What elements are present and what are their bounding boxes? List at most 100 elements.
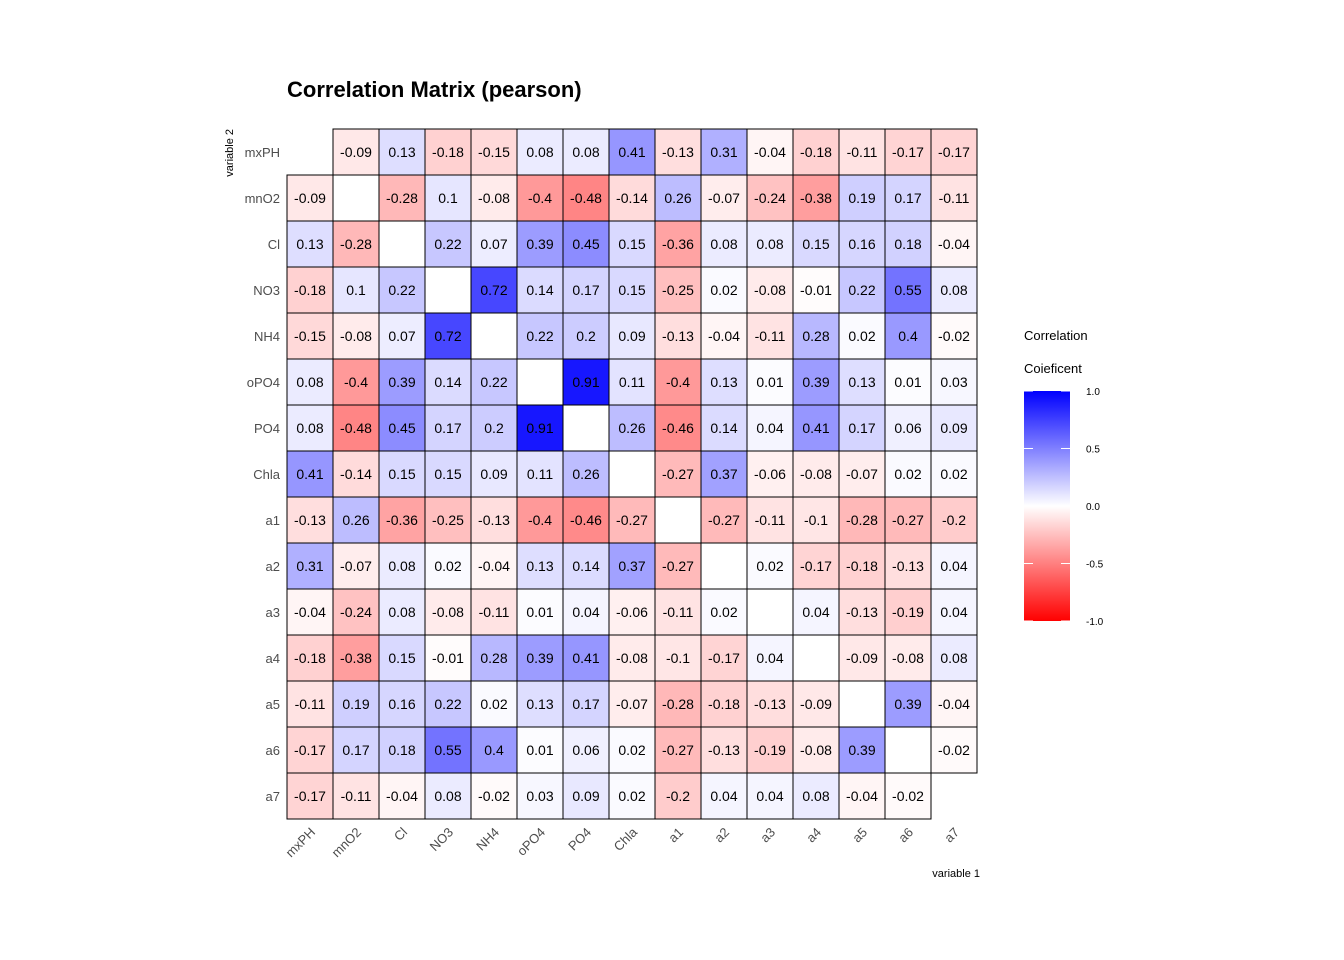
cell-value-label: -0.09 (800, 696, 832, 712)
cell-value-label: -0.46 (570, 512, 602, 528)
cell-value-label: -0.27 (708, 512, 740, 528)
cell-value-label: -0.18 (846, 558, 878, 574)
cell-value-label: 0.4 (484, 742, 504, 758)
y-tick-label: a3 (266, 605, 280, 620)
cell-value-label: -0.13 (754, 696, 786, 712)
cell-value-label: 0.04 (802, 604, 829, 620)
cell-value-label: -0.06 (616, 604, 648, 620)
heatmap-cell (654, 220, 702, 268)
heatmap-cell (838, 220, 886, 268)
cell-value-label: 0.15 (388, 650, 415, 666)
cell-value-label: -0.48 (570, 190, 602, 206)
x-tick-label: PO4 (565, 825, 594, 854)
cell-value-label: -0.1 (666, 650, 690, 666)
heatmap-cell (332, 588, 380, 636)
cell-value-label: -0.13 (478, 512, 510, 528)
cell-value-label: -0.17 (708, 650, 740, 666)
cell-value-label: 0.02 (710, 604, 737, 620)
legend-tick-label: -0.5 (1086, 560, 1104, 571)
cell-value-label: -0.07 (616, 696, 648, 712)
x-tick-label: a5 (849, 825, 870, 846)
heatmap-cell (286, 634, 334, 682)
heatmap-cell (562, 358, 610, 406)
heatmap-cell (608, 588, 656, 636)
cell-value-label: -0.13 (708, 742, 740, 758)
heatmap-cell (930, 726, 978, 774)
heatmap-cell (792, 266, 840, 314)
cell-value-label: -0.18 (294, 282, 326, 298)
cell-value-label: 0.4 (898, 328, 918, 344)
cell-value-label: -0.17 (800, 558, 832, 574)
heatmap-cell (608, 404, 656, 452)
heatmap-cell (654, 174, 702, 222)
heatmap-cell (792, 404, 840, 452)
cell-value-label: 0.16 (388, 696, 415, 712)
legend-title-line1: Correlation (1024, 328, 1088, 343)
x-axis-title: variable 1 (932, 868, 980, 880)
cell-value-label: 0.26 (618, 420, 645, 436)
cell-value-label: -0.27 (662, 466, 694, 482)
x-tick-label: a2 (711, 825, 732, 846)
cell-value-label: -0.28 (662, 696, 694, 712)
cell-value-label: 0.07 (480, 236, 507, 252)
heatmap-cell (562, 128, 610, 176)
cell-value-label: 0.22 (388, 282, 415, 298)
cell-value-label: -0.08 (432, 604, 464, 620)
cell-value-label: -0.08 (754, 282, 786, 298)
heatmap-cell (746, 680, 794, 728)
heatmap-cell (286, 266, 334, 314)
heatmap-cell (470, 680, 518, 728)
cell-value-label: 0.45 (388, 420, 415, 436)
heatmap-cell (332, 634, 380, 682)
cell-value-label: -0.25 (662, 282, 694, 298)
cell-value-label: -0.28 (386, 190, 418, 206)
heatmap-cell (930, 220, 978, 268)
heatmap-cell (608, 174, 656, 222)
heatmap-cell (930, 312, 978, 360)
cell-value-label: -0.18 (708, 696, 740, 712)
cell-value-label: 0.41 (572, 650, 599, 666)
heatmap-cell (516, 404, 564, 452)
heatmap-cell (838, 450, 886, 498)
heatmap-cell (884, 542, 932, 590)
heatmap-cell (700, 680, 748, 728)
cell-value-label: 0.39 (802, 374, 829, 390)
y-tick-label: Cl (268, 237, 280, 252)
cell-value-label: 0.01 (526, 604, 553, 620)
cell-value-label: -0.15 (478, 144, 510, 160)
cell-value-label: 0.08 (388, 558, 415, 574)
heatmap-cell (838, 726, 886, 774)
heatmap-cell (700, 220, 748, 268)
cell-value-label: 0.13 (526, 558, 553, 574)
cell-value-label: -0.17 (938, 144, 970, 160)
x-tick-label: Chla (611, 824, 641, 854)
heatmap-cell (378, 542, 426, 590)
heatmap-cell (562, 588, 610, 636)
cell-value-label: 0.37 (618, 558, 645, 574)
chart-title: Correlation Matrix (pearson) (287, 77, 582, 102)
cell-value-label: -0.13 (662, 328, 694, 344)
cell-value-label: 0.15 (802, 236, 829, 252)
y-tick-label: NO3 (253, 283, 280, 298)
cell-value-label: 0.16 (848, 236, 875, 252)
cell-value-label: 0.15 (434, 466, 461, 482)
cell-value-label: 0.72 (434, 328, 461, 344)
cell-value-label: 0.02 (618, 788, 645, 804)
heatmap-cell (700, 450, 748, 498)
cell-value-label: -0.11 (755, 328, 786, 344)
cell-value-label: 0.22 (848, 282, 875, 298)
heatmap-cell (378, 634, 426, 682)
cell-value-label: -0.13 (892, 558, 924, 574)
heatmap-cell (746, 496, 794, 544)
heatmap-cell (332, 450, 380, 498)
y-axis-tick-labels: mxPH mnO2 Cl NO3 NH4 oPO4 PO4 Chla a1 a2 a3 a4 a5 a6 a… (245, 145, 281, 804)
cell-value-label: -0.27 (892, 512, 924, 528)
cell-value-label: 0.11 (527, 466, 553, 482)
cell-value-label: -0.06 (754, 466, 786, 482)
heatmap-cell (470, 404, 518, 452)
heatmap-cell (378, 358, 426, 406)
cell-value-label: 0.13 (848, 374, 875, 390)
cell-value-label: 0.41 (802, 420, 829, 436)
heatmap-cell (286, 496, 334, 544)
